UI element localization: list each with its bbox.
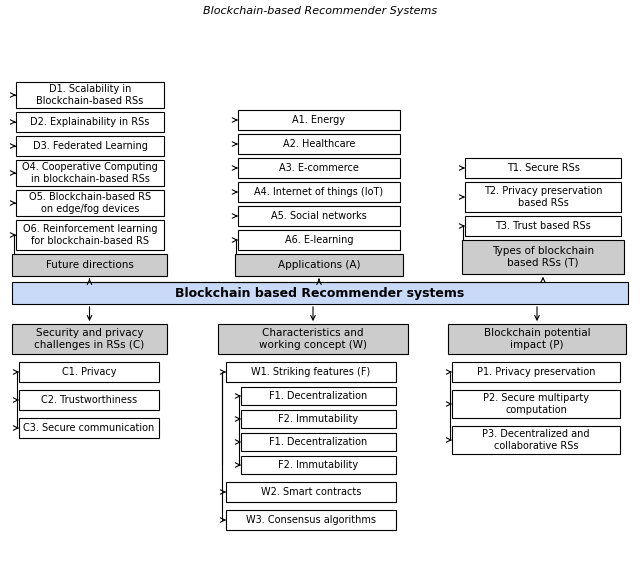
Bar	[16, 112, 164, 132]
Bar	[465, 158, 621, 178]
Bar	[238, 230, 400, 250]
Text: A2. Healthcare: A2. Healthcare	[283, 139, 355, 149]
Text: P2. Secure multiparty
computation: P2. Secure multiparty computation	[483, 393, 589, 415]
Bar	[238, 110, 400, 130]
Bar	[19, 362, 159, 382]
Text: P1. Privacy preservation: P1. Privacy preservation	[477, 367, 595, 377]
Bar	[238, 158, 400, 178]
Text: Blockchain-based Recommender Systems: Blockchain-based Recommender Systems	[203, 6, 437, 16]
Text: Blockchain based Recommender systems: Blockchain based Recommender systems	[175, 287, 465, 300]
Bar	[452, 390, 620, 418]
Text: W1. Striking features (F): W1. Striking features (F)	[252, 367, 371, 377]
Text: C1. Privacy: C1. Privacy	[61, 367, 116, 377]
Bar	[226, 362, 396, 382]
Bar	[241, 387, 396, 405]
Bar	[16, 160, 164, 186]
Text: C2. Trustworthiness: C2. Trustworthiness	[41, 395, 137, 405]
Bar	[238, 182, 400, 202]
Bar	[16, 220, 164, 250]
Text: A5. Social networks: A5. Social networks	[271, 211, 367, 221]
Text: F2. Immutability: F2. Immutability	[278, 460, 358, 470]
Bar	[238, 206, 400, 226]
Bar	[235, 254, 403, 276]
Text: O6. Reinforcement learning
for blockchain-based RS: O6. Reinforcement learning for blockchai…	[23, 224, 157, 246]
Text: T2. Privacy preservation
based RSs: T2. Privacy preservation based RSs	[484, 186, 602, 208]
Bar	[465, 216, 621, 236]
Bar	[16, 82, 164, 108]
Text: Future directions: Future directions	[45, 260, 133, 270]
Text: Applications (A): Applications (A)	[278, 260, 360, 270]
Text: Security and privacy
challenges in RSs (C): Security and privacy challenges in RSs (…	[35, 328, 145, 350]
Bar	[241, 456, 396, 474]
Text: O4. Cooperative Computing
in blockchain-based RSs: O4. Cooperative Computing in blockchain-…	[22, 162, 158, 184]
Bar	[19, 390, 159, 410]
Bar	[452, 362, 620, 382]
Text: D2. Explainability in RSs: D2. Explainability in RSs	[30, 117, 150, 127]
Bar	[241, 410, 396, 428]
Text: F1. Decentralization: F1. Decentralization	[269, 437, 367, 447]
Bar	[452, 426, 620, 454]
Text: A6. E-learning: A6. E-learning	[285, 235, 353, 245]
Text: Types of blockchain
based RSs (T): Types of blockchain based RSs (T)	[492, 246, 594, 268]
Text: O5. Blockchain-based RS
on edge/fog devices: O5. Blockchain-based RS on edge/fog devi…	[29, 192, 151, 214]
Text: P3. Decentralized and
collaborative RSs: P3. Decentralized and collaborative RSs	[483, 429, 589, 451]
Bar	[238, 134, 400, 154]
Bar	[16, 190, 164, 216]
Text: F1. Decentralization: F1. Decentralization	[269, 391, 367, 401]
Text: Blockchain potential
impact (P): Blockchain potential impact (P)	[484, 328, 590, 350]
Text: T3. Trust based RSs: T3. Trust based RSs	[495, 221, 591, 231]
Bar	[12, 282, 628, 304]
Text: W3. Consensus algorithms: W3. Consensus algorithms	[246, 515, 376, 525]
Text: T1. Secure RSs: T1. Secure RSs	[507, 163, 579, 173]
Text: A4. Internet of things (IoT): A4. Internet of things (IoT)	[255, 187, 383, 197]
Text: C3. Secure communication: C3. Secure communication	[24, 423, 155, 433]
Text: A1. Energy: A1. Energy	[292, 115, 346, 125]
Bar	[241, 433, 396, 451]
Bar	[462, 240, 624, 274]
Bar	[19, 418, 159, 438]
Text: D1. Scalability in
Blockchain-based RSs: D1. Scalability in Blockchain-based RSs	[36, 84, 143, 106]
Bar	[12, 254, 167, 276]
Text: F2. Immutability: F2. Immutability	[278, 414, 358, 424]
Bar	[12, 324, 167, 354]
Text: W2. Smart contracts: W2. Smart contracts	[261, 487, 361, 497]
Text: Characteristics and
working concept (W): Characteristics and working concept (W)	[259, 328, 367, 350]
Bar	[448, 324, 626, 354]
Bar	[218, 324, 408, 354]
Text: A3. E-commerce: A3. E-commerce	[279, 163, 359, 173]
Bar	[226, 482, 396, 502]
Bar	[16, 136, 164, 156]
Bar	[465, 182, 621, 212]
Text: D3. Federated Learning: D3. Federated Learning	[33, 141, 147, 151]
Bar	[226, 510, 396, 530]
